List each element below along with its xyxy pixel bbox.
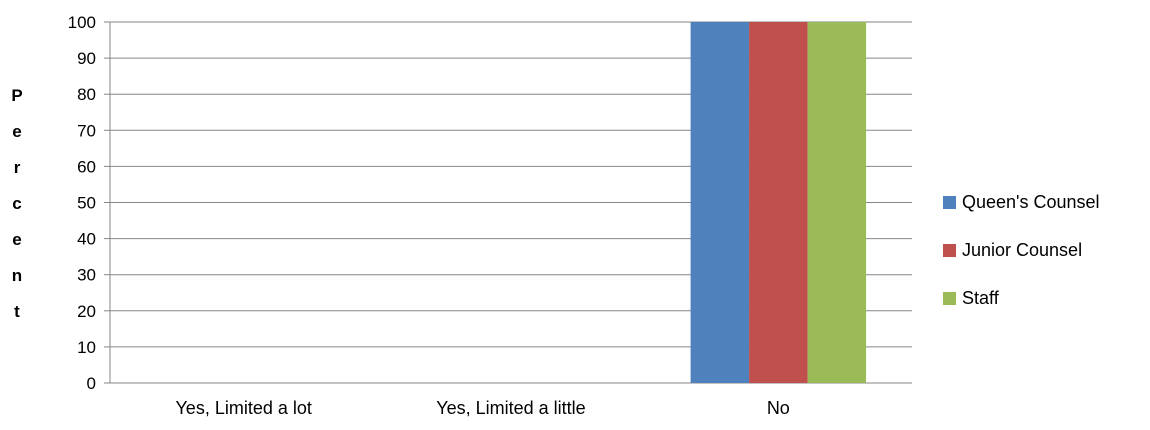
bar <box>749 22 808 383</box>
y-tick-label: 0 <box>87 374 96 393</box>
x-tick-label: No <box>767 398 790 418</box>
legend-swatch <box>943 196 956 209</box>
bar <box>807 22 867 383</box>
y-tick-label: 70 <box>77 121 96 140</box>
y-tick-label: 10 <box>77 338 96 357</box>
y-tick-label: 20 <box>77 302 96 321</box>
y-tick-label: 60 <box>77 157 96 176</box>
y-axis-label-letter: e <box>12 122 22 141</box>
y-tick-label: 80 <box>77 85 96 104</box>
x-tick-label: Yes, Limited a lot <box>175 398 311 418</box>
legend: Queen's Counsel Junior Counsel Staff <box>943 190 1100 334</box>
y-tick-label: 100 <box>68 13 96 32</box>
legend-label: Staff <box>962 288 999 308</box>
legend-swatch <box>943 292 956 305</box>
y-axis-label-letter: r <box>13 158 21 177</box>
legend-label: Junior Counsel <box>962 240 1083 260</box>
legend-item: Junior Counsel <box>943 238 1100 263</box>
y-tick-label: 90 <box>77 49 96 68</box>
y-tick-label: 40 <box>77 230 96 249</box>
y-axis-label-letter: c <box>12 194 22 213</box>
y-axis-label-letter: n <box>11 266 23 285</box>
y-axis-label-letter: t <box>14 302 20 321</box>
legend-swatch <box>943 244 956 257</box>
y-tick-label: 50 <box>77 194 96 213</box>
y-axis-label-letter: e <box>12 230 22 249</box>
legend-item: Staff <box>943 286 1100 311</box>
y-axis-label-letter: P <box>11 86 23 105</box>
x-tick-label: Yes, Limited a little <box>436 398 585 418</box>
y-tick-label: 30 <box>77 266 96 285</box>
legend-label: Queen's Counsel <box>962 192 1100 212</box>
bar <box>690 22 750 383</box>
legend-item: Queen's Counsel <box>943 190 1100 215</box>
